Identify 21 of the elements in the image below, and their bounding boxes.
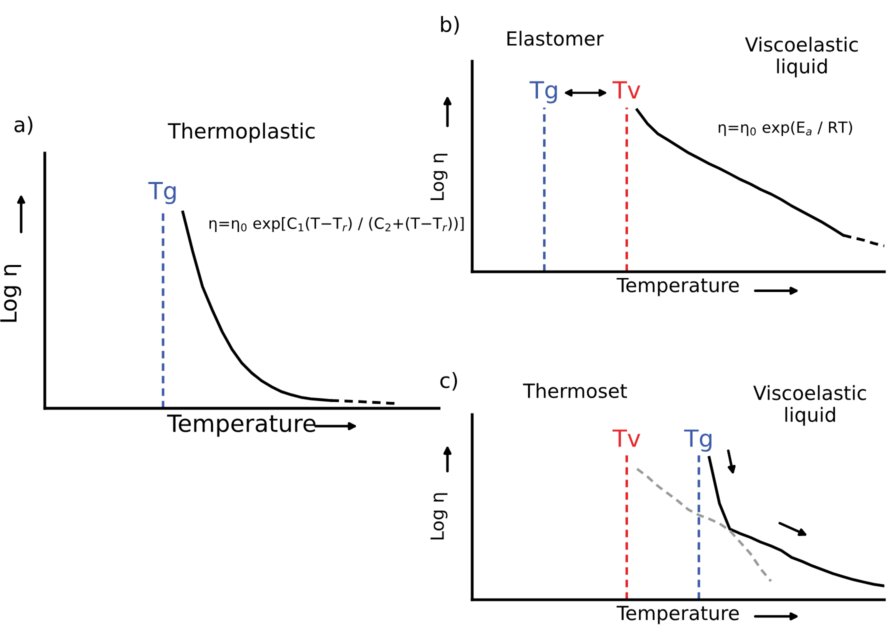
x-axis-title: Temperature <box>616 606 739 624</box>
chart-title: c) <box>440 372 458 391</box>
text: Viscoelastic liquid <box>745 36 858 78</box>
x-axis-title: Temperature <box>616 278 739 296</box>
text: Thermoset <box>522 383 627 398</box>
text: Thermoplastic <box>168 122 315 143</box>
chart-title: b) <box>441 16 459 35</box>
text: Tv <box>612 430 640 447</box>
chart-title: a) <box>14 116 32 135</box>
y-axis-title: Log η <box>0 264 22 322</box>
y-axis-title: Log η <box>430 493 448 540</box>
text: Elastomer <box>507 30 604 46</box>
text: Tv <box>612 81 640 98</box>
annotation: η=η$_{0}$ exp(E$_{a}$ / RT) <box>718 121 852 136</box>
text: Tg <box>148 182 176 204</box>
text: Viscoelastic liquid <box>753 385 866 426</box>
x-axis-title: Temperature <box>167 414 316 437</box>
text: η=η$_{0}$ exp[C$_{1}$(T−T$_{r}$) / (C$_{2}$+(T−T$_{r}$))] <box>210 217 464 232</box>
text: Tg <box>530 81 557 104</box>
text: Tg <box>684 430 712 452</box>
y-axis-title: Log η <box>430 154 448 200</box>
